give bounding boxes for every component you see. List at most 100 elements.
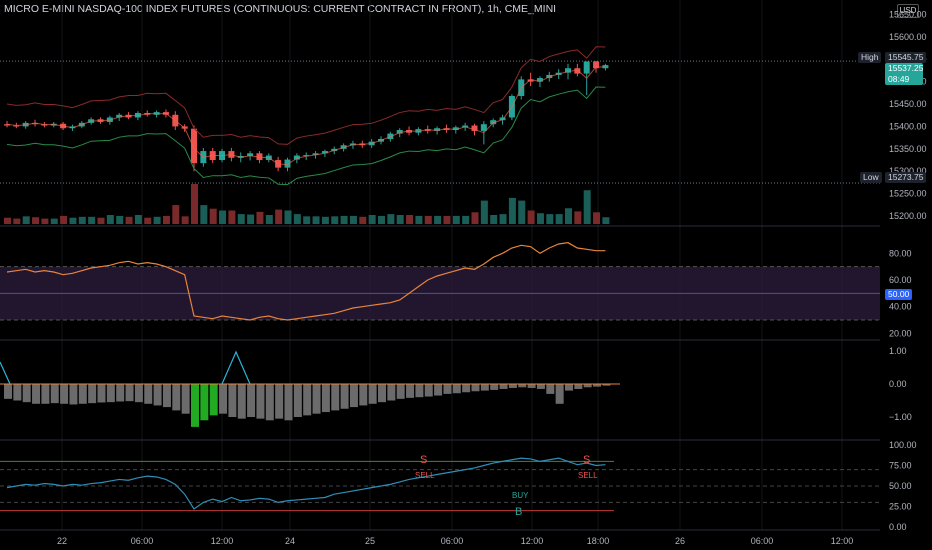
osc-histogram-bar <box>237 384 246 419</box>
osc-histogram-bar <box>162 384 171 408</box>
buy-label: BUY <box>512 491 529 500</box>
osc-histogram-bar <box>443 384 452 394</box>
osc-histogram-bar <box>275 384 284 419</box>
volume-bar <box>574 211 582 224</box>
osc-histogram-bar <box>490 384 499 390</box>
price-candles <box>4 61 611 427</box>
volume-bar <box>555 214 563 224</box>
volume-bar <box>527 210 535 224</box>
volume-bar <box>97 217 105 224</box>
price-tick-label: 15250.00 <box>889 189 927 199</box>
osc-histogram-bar <box>125 384 134 402</box>
osc-histogram-bar <box>555 384 564 404</box>
osc-histogram-bar <box>415 384 424 398</box>
osc-histogram-bar <box>527 384 536 388</box>
volume-bar <box>415 215 423 224</box>
candle-body <box>593 61 600 69</box>
volume-bar <box>546 214 554 224</box>
time-tick-label: 06:00 <box>131 536 154 546</box>
volume-bar <box>387 214 395 224</box>
volume-bar <box>181 216 189 224</box>
volume-bar <box>125 216 133 224</box>
volume-bar <box>219 210 227 224</box>
osc-histogram-bar <box>387 384 396 401</box>
volume-bar <box>443 215 451 224</box>
candle-body <box>565 68 571 73</box>
osc-histogram-bar <box>508 384 517 388</box>
osc-histogram-bar <box>144 384 153 404</box>
low-tag-label: Low <box>860 172 882 183</box>
price-tick-label: 15600.00 <box>889 32 927 42</box>
osc-histogram-bar <box>536 384 545 389</box>
volume-bar <box>340 215 348 224</box>
volume-bar <box>378 215 385 224</box>
volume-bar <box>331 216 339 224</box>
osc-histogram-bar <box>378 384 386 403</box>
volume-bar <box>452 215 460 224</box>
volume-bar <box>247 214 255 224</box>
volume-bar <box>172 205 180 224</box>
candle-body <box>4 124 10 126</box>
osc-histogram-bar <box>565 384 573 391</box>
osc-histogram-bar <box>452 384 461 394</box>
stoch-tick-label: 75.00 <box>889 461 912 471</box>
volume-bar <box>4 217 11 224</box>
high-tag-label: High <box>858 52 882 63</box>
volume-bar <box>265 215 273 224</box>
volume-bar <box>50 218 58 224</box>
volume-bar <box>368 215 376 224</box>
volume-bar <box>602 217 610 224</box>
price-tick-label: 15650.00 <box>889 9 927 19</box>
volume-bar <box>321 216 329 224</box>
time-tick-label: 22 <box>57 536 67 546</box>
osc-histogram-bar <box>191 384 199 427</box>
osc-histogram-bar <box>181 384 190 414</box>
price-tick-label: 15400.00 <box>889 121 927 131</box>
volume-bar <box>153 216 161 224</box>
osc-histogram-bar <box>32 384 41 404</box>
low-tag-value: 15273.75 <box>885 172 927 183</box>
osc-histogram-bar <box>574 384 583 389</box>
stoch-tick-label: 50.00 <box>889 481 912 491</box>
osc-histogram-bar <box>284 384 293 421</box>
volume-bar <box>60 215 68 224</box>
candle-body <box>303 155 310 157</box>
time-tick-label: 06:00 <box>441 536 464 546</box>
osc-histogram-bar <box>13 384 22 401</box>
candle-body <box>536 78 543 82</box>
volume-bar <box>508 197 516 224</box>
osc-histogram-bar <box>424 384 433 397</box>
candle-body <box>434 128 441 131</box>
osc-histogram-bar <box>312 384 321 414</box>
volume-bar <box>144 217 152 224</box>
volume-bar <box>200 205 208 224</box>
last-price-value: 15537.25 <box>888 63 924 73</box>
osc-histogram-bar <box>116 384 125 402</box>
osc-histogram-bar <box>303 384 312 416</box>
rsi-line <box>6 242 606 321</box>
volume-bar <box>191 184 198 224</box>
volume-bar <box>22 216 30 224</box>
price-tick-label: 15450.00 <box>889 99 927 109</box>
osc-histogram-bar <box>60 384 69 404</box>
volume-bar <box>480 200 488 224</box>
basis-line <box>6 66 606 166</box>
volume-bar <box>406 215 414 224</box>
rsi-tick-label: 40.00 <box>889 302 912 312</box>
candle-body <box>116 114 123 118</box>
volume-bar <box>13 218 21 224</box>
candle-body <box>480 124 487 131</box>
currency-badge[interactable]: USD <box>897 4 919 18</box>
osc-tick-label: −1.00 <box>889 412 912 422</box>
osc-histogram-bar <box>499 384 508 389</box>
osc-histogram-bar <box>50 384 59 404</box>
osc-histogram-bar <box>359 384 368 406</box>
time-tick-label: 25 <box>365 536 375 546</box>
osc-histogram-bar <box>88 384 97 404</box>
time-tick-label: 18:00 <box>587 536 610 546</box>
osc-histogram-bar <box>434 384 443 396</box>
osc-histogram-bar <box>69 384 78 405</box>
osc-histogram-bar <box>247 384 256 417</box>
osc-histogram-bar <box>22 384 31 403</box>
